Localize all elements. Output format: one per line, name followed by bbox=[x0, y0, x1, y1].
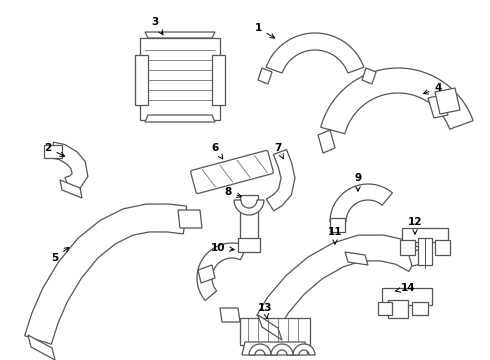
Text: 10: 10 bbox=[211, 243, 234, 253]
Text: 13: 13 bbox=[258, 303, 272, 319]
Polygon shape bbox=[220, 308, 240, 322]
Polygon shape bbox=[378, 302, 392, 315]
Polygon shape bbox=[44, 145, 62, 158]
Polygon shape bbox=[50, 142, 88, 192]
Polygon shape bbox=[240, 318, 310, 345]
Polygon shape bbox=[418, 238, 432, 265]
Text: 1: 1 bbox=[254, 23, 275, 38]
Polygon shape bbox=[198, 265, 215, 283]
Text: 8: 8 bbox=[224, 187, 242, 197]
Polygon shape bbox=[178, 210, 202, 228]
Polygon shape bbox=[435, 88, 460, 114]
Polygon shape bbox=[412, 302, 428, 315]
Polygon shape bbox=[293, 344, 315, 355]
Text: 9: 9 bbox=[354, 173, 362, 191]
FancyBboxPatch shape bbox=[191, 150, 273, 194]
Polygon shape bbox=[145, 115, 215, 122]
Text: 4: 4 bbox=[423, 83, 441, 94]
Polygon shape bbox=[145, 32, 215, 38]
Polygon shape bbox=[135, 55, 148, 105]
Text: 11: 11 bbox=[328, 227, 342, 244]
Polygon shape bbox=[242, 342, 308, 355]
Polygon shape bbox=[258, 315, 282, 340]
Polygon shape bbox=[382, 288, 432, 305]
Polygon shape bbox=[266, 33, 364, 73]
Text: 6: 6 bbox=[211, 143, 223, 159]
Polygon shape bbox=[318, 130, 335, 153]
Polygon shape bbox=[330, 184, 392, 222]
Polygon shape bbox=[400, 240, 415, 255]
Polygon shape bbox=[271, 344, 293, 355]
Polygon shape bbox=[28, 335, 55, 360]
Polygon shape bbox=[197, 243, 247, 301]
Polygon shape bbox=[140, 38, 220, 120]
Polygon shape bbox=[240, 195, 258, 240]
Polygon shape bbox=[345, 252, 368, 265]
Polygon shape bbox=[321, 68, 473, 134]
Polygon shape bbox=[428, 95, 448, 118]
Polygon shape bbox=[238, 238, 260, 252]
Polygon shape bbox=[435, 240, 450, 255]
Polygon shape bbox=[402, 228, 448, 242]
Text: 3: 3 bbox=[151, 17, 163, 35]
Text: 2: 2 bbox=[45, 143, 65, 156]
Polygon shape bbox=[249, 344, 271, 355]
Polygon shape bbox=[234, 200, 264, 215]
Polygon shape bbox=[257, 235, 421, 329]
Text: 5: 5 bbox=[51, 247, 69, 263]
Polygon shape bbox=[60, 180, 82, 198]
Polygon shape bbox=[388, 300, 408, 318]
Polygon shape bbox=[330, 218, 345, 232]
Text: 14: 14 bbox=[395, 283, 416, 293]
Polygon shape bbox=[212, 55, 225, 105]
Text: 7: 7 bbox=[274, 143, 283, 159]
Polygon shape bbox=[362, 68, 376, 84]
Polygon shape bbox=[266, 149, 295, 211]
Text: 12: 12 bbox=[408, 217, 422, 234]
Polygon shape bbox=[24, 204, 187, 344]
Polygon shape bbox=[408, 248, 432, 266]
Polygon shape bbox=[258, 68, 272, 84]
